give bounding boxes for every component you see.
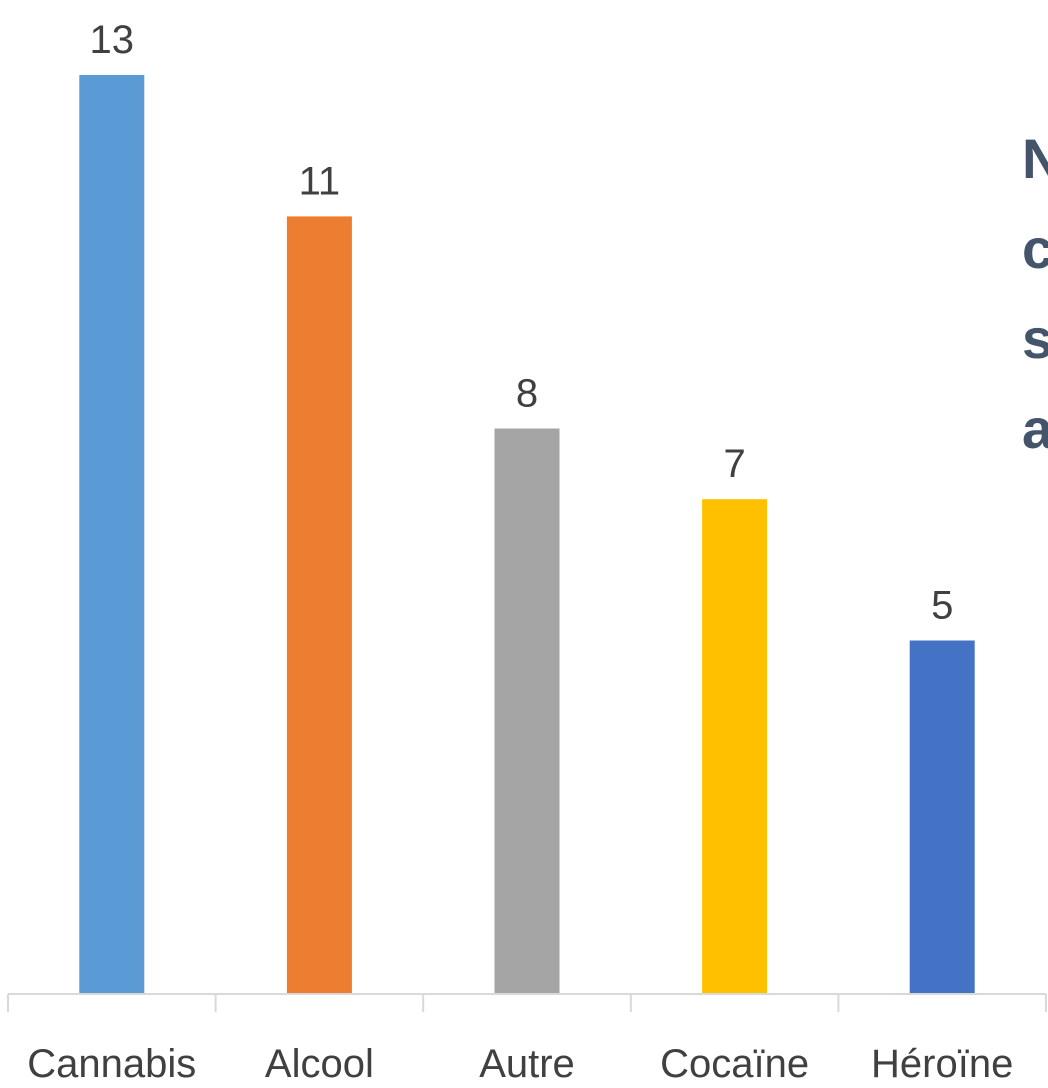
- side-title-fragment-1: c: [1022, 217, 1048, 280]
- tick-label-0: Cannabis: [27, 1042, 196, 1086]
- tick-label-3: Cocaïne: [660, 1042, 809, 1086]
- side-title-fragment-3: a: [1022, 397, 1048, 460]
- value-label-3: 7: [723, 442, 745, 486]
- bar-3: [702, 499, 768, 994]
- value-labels-group: 13 11 8 7 5: [90, 18, 954, 628]
- tick-label-2: Autre: [479, 1042, 575, 1086]
- value-label-2: 8: [516, 372, 538, 416]
- side-title-fragment-0: N: [1022, 127, 1048, 190]
- bar-0: [79, 75, 145, 994]
- side-title-fragment-2: s: [1022, 307, 1048, 370]
- tick-label-4: Héroïne: [871, 1042, 1013, 1086]
- bar-2: [494, 428, 560, 994]
- bar-1: [286, 216, 352, 994]
- value-label-0: 13: [90, 18, 135, 62]
- bar-4: [909, 640, 975, 994]
- value-label-4: 5: [931, 584, 953, 628]
- tick-label-1: Alcool: [265, 1042, 374, 1086]
- bars-group: [79, 75, 975, 994]
- x-axis-ticks: [7, 994, 1047, 1012]
- x-axis-tick-labels: Cannabis Alcool Autre Cocaïne Héroïne: [27, 1042, 1013, 1086]
- value-label-1: 11: [299, 159, 341, 203]
